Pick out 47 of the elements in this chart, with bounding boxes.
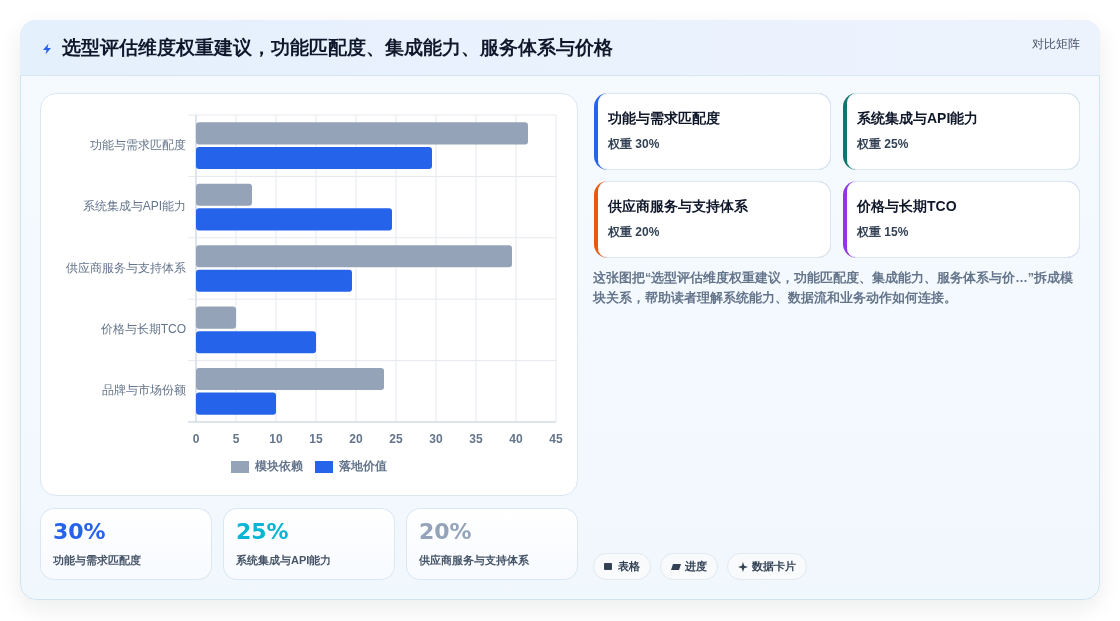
y-tick-label: 功能与需求匹配度 <box>90 137 186 152</box>
text: 20% <box>419 519 472 544</box>
y-tick-label: 价格与长期TCO <box>99 322 186 337</box>
y-tick-label: 品牌与市场份额 <box>102 383 186 398</box>
bar <box>196 269 352 292</box>
text: 权重 20% <box>608 225 660 239</box>
legend-label: 模块依赖 <box>254 459 304 474</box>
bar <box>196 146 432 170</box>
bar <box>196 331 316 354</box>
bar <box>196 392 276 415</box>
text: 选型评估维度权重建议，功能匹配度、集成能力、服务体系与价格 <box>62 36 613 60</box>
category-label: 功能与需求匹配度 <box>53 553 141 568</box>
bar <box>196 183 252 206</box>
text: 25% <box>236 519 289 544</box>
x-tick-label: 15 <box>309 432 323 447</box>
text: 权重 15% <box>857 225 909 239</box>
bar <box>196 245 512 268</box>
category-label: 功能与需求匹配度 <box>608 109 720 128</box>
category-label: 系统集成与API能力 <box>857 109 979 128</box>
category-label: 价格与长期TCO <box>857 197 957 216</box>
x-tick-label: 0 <box>192 432 200 447</box>
text: 这张图把“选型评估维度权重建议，功能匹配度、集成能力、服务体系与价…”拆成模块关系，帮助读者理解系统能力、数据流和业务动作如何连接。 <box>593 269 1074 307</box>
text: 数据卡片 <box>752 559 796 574</box>
text: 权重 25% <box>857 137 909 151</box>
bar <box>196 122 528 145</box>
x-tick-label: 25 <box>389 432 403 447</box>
category-label: 供应商服务与支持体系 <box>419 553 529 568</box>
y-tick-label: 系统集成与API能力 <box>82 199 186 214</box>
x-tick-label: 40 <box>509 432 523 447</box>
x-tick-label: 5 <box>232 432 240 447</box>
x-tick-label: 10 <box>269 432 283 447</box>
text: 权重 30% <box>608 137 660 151</box>
bar <box>196 208 392 231</box>
x-tick-label: 35 <box>469 432 483 447</box>
x-tick-label: 45 <box>549 432 563 447</box>
category-label: 供应商服务与支持体系 <box>608 197 748 216</box>
x-tick-label: 20 <box>349 432 363 447</box>
text: 表格 <box>618 559 640 574</box>
y-tick-label: 供应商服务与支持体系 <box>66 260 186 275</box>
text: 30% <box>53 519 106 544</box>
bar <box>196 367 384 391</box>
legend-label: 落地价值 <box>338 459 387 474</box>
bar <box>196 306 236 329</box>
category-label: 系统集成与API能力 <box>236 553 332 568</box>
x-tick-label: 30 <box>429 432 443 447</box>
text: 进度 <box>685 559 707 574</box>
text: 对比矩阵 <box>1032 36 1080 52</box>
